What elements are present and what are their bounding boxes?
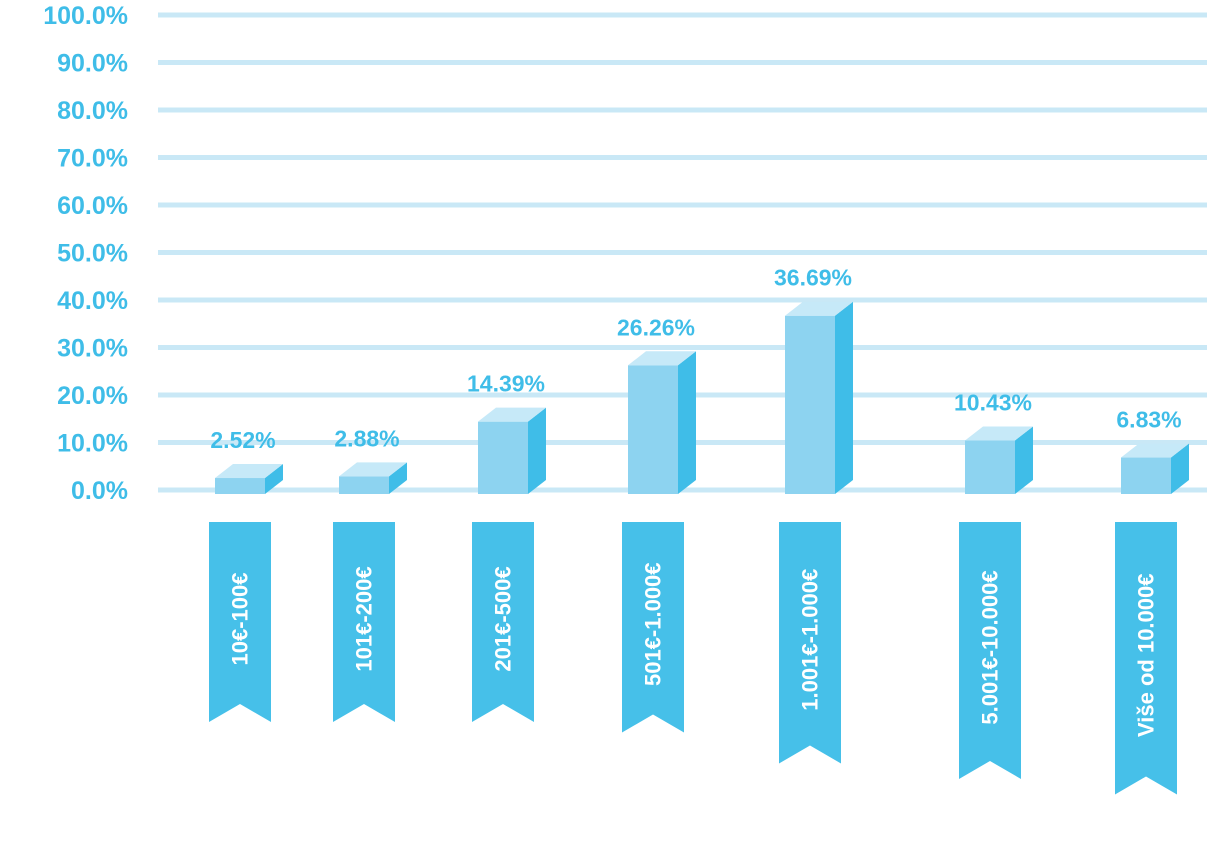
bar-front <box>339 476 389 494</box>
bar-top <box>628 351 696 366</box>
category-label: 501€-1.000€ <box>641 562 666 686</box>
y-tick-label: 50.0% <box>57 240 128 268</box>
category-banner: 201€-500€ <box>472 522 534 722</box>
category-banner: 10€-100€ <box>209 522 271 722</box>
bar <box>478 407 546 494</box>
banner-shape <box>959 522 1021 779</box>
category-banner: 1.001€-1.000€ <box>779 522 841 764</box>
banner-shape <box>1115 522 1177 795</box>
bar <box>339 462 407 494</box>
banner-shape <box>779 522 841 764</box>
grid-line <box>158 107 1207 113</box>
value-label: 2.88% <box>334 425 399 451</box>
grid-line <box>158 60 1207 65</box>
y-tick-label: 0.0% <box>71 477 128 505</box>
y-tick-label: 90.0% <box>57 50 128 78</box>
bar <box>965 426 1033 494</box>
value-label: 10.43% <box>954 389 1032 415</box>
bar-front <box>215 478 265 494</box>
banner-shape <box>209 522 271 722</box>
bar-top <box>1121 443 1189 458</box>
bar <box>628 351 696 494</box>
category-label: Više od 10.000€ <box>1134 574 1159 738</box>
banner-shape <box>622 522 684 733</box>
value-label: 2.52% <box>210 427 275 453</box>
category-banner: 101€-200€ <box>333 522 395 722</box>
bar-side <box>1171 443 1189 494</box>
y-tick-label: 10.0% <box>57 430 128 458</box>
category-banner: Više od 10.000€ <box>1115 522 1177 795</box>
category-label: 10€-100€ <box>228 573 253 666</box>
bar-side <box>678 351 696 494</box>
bar-side <box>835 301 853 494</box>
bar-top <box>965 426 1033 441</box>
y-tick-label: 20.0% <box>57 382 128 410</box>
y-tick-label: 100.0% <box>43 2 128 30</box>
banner-shape <box>333 522 395 722</box>
category-banners: 10€-100€ 101€-200€ 201€-500€ 501€-1.000€ 1.0… <box>209 522 1177 795</box>
category-label: 1.001€-1.000€ <box>798 569 823 711</box>
bar-front <box>965 440 1015 494</box>
bar-side <box>1015 426 1033 494</box>
grid-line <box>158 202 1207 208</box>
grid-line <box>158 250 1207 255</box>
banner-shape <box>472 522 534 722</box>
bar-top <box>339 462 407 477</box>
bar <box>1121 443 1189 494</box>
y-tick-label: 80.0% <box>57 97 128 125</box>
category-banner: 501€-1.000€ <box>622 522 684 733</box>
bar-top <box>215 464 283 479</box>
bar-side <box>265 464 283 494</box>
bar-top <box>785 301 853 316</box>
grid-line <box>158 297 1207 303</box>
bars <box>215 301 1189 494</box>
grid-line <box>158 345 1207 350</box>
value-label: 26.26% <box>617 314 695 340</box>
y-tick-label: 40.0% <box>57 287 128 315</box>
bar-side <box>528 407 546 494</box>
bar-front <box>628 365 678 494</box>
y-tick-label: 30.0% <box>57 335 128 363</box>
value-label: 6.83% <box>1116 407 1181 433</box>
value-labels: 2.52% 2.88% 14.39% 26.26% 36.69% 10.43% 6.83% <box>210 265 1181 453</box>
bar-front <box>1121 457 1171 494</box>
bar-top <box>478 407 546 422</box>
category-label: 101€-200€ <box>352 566 377 671</box>
grid-line <box>158 155 1207 160</box>
y-tick-label: 70.0% <box>57 145 128 173</box>
y-tick-label: 60.0% <box>57 192 128 220</box>
category-label: 5.001€-10.000€ <box>978 570 1003 724</box>
value-label: 36.69% <box>774 265 852 291</box>
category-label: 201€-500€ <box>491 566 516 671</box>
value-label: 14.39% <box>467 371 545 397</box>
bar-side <box>389 462 407 494</box>
grid-line <box>158 12 1207 18</box>
bar-front <box>478 421 528 494</box>
y-axis-tick-labels: 0.0% 10.0% 20.0% 30.0% 40.0% 50.0% 60.0% 70.0% 8… <box>43 2 128 505</box>
bar-front <box>785 315 835 494</box>
bar <box>215 464 283 494</box>
category-banner: 5.001€-10.000€ <box>959 522 1021 779</box>
bar <box>785 301 853 494</box>
